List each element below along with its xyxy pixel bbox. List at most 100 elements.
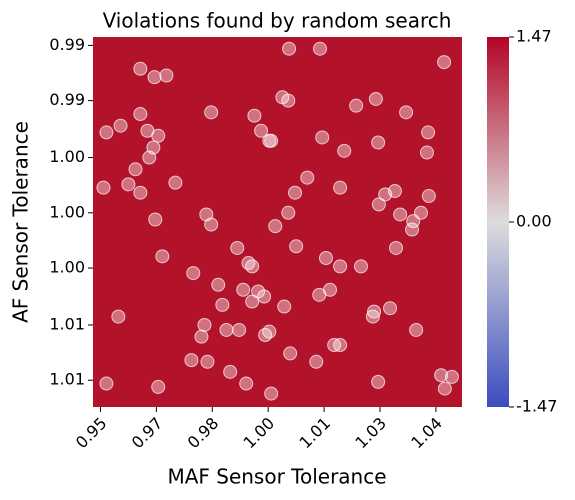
point — [230, 240, 245, 255]
point — [147, 70, 162, 85]
x-axis-label: MAF Sensor Tolerance — [167, 465, 386, 489]
point — [247, 108, 262, 123]
point — [333, 259, 348, 274]
y-tick-label: 1.01 — [49, 370, 85, 389]
point — [151, 379, 166, 394]
point — [232, 322, 247, 337]
colorbar-tick-label: 0.00 — [516, 212, 552, 231]
y-axis-label: AF Sensor Tolerance — [9, 121, 33, 323]
point — [414, 205, 428, 220]
point — [128, 162, 143, 177]
x-tick-label: 1.01 — [295, 414, 334, 453]
point — [421, 189, 436, 204]
point — [365, 309, 380, 324]
point — [168, 175, 183, 190]
point — [315, 130, 330, 145]
point — [151, 128, 166, 143]
point — [349, 98, 364, 113]
point — [200, 354, 215, 369]
point — [281, 93, 296, 108]
point — [300, 170, 315, 185]
point — [245, 294, 260, 309]
point — [318, 250, 333, 265]
point — [309, 354, 324, 369]
y-tick-label: 1.00 — [49, 258, 85, 277]
point — [289, 239, 304, 254]
colorbar-tick-label: 1.47 — [516, 27, 552, 46]
point — [333, 338, 348, 353]
point — [245, 259, 260, 274]
point — [99, 125, 114, 140]
point — [148, 212, 163, 227]
point — [282, 41, 297, 56]
point — [281, 205, 296, 220]
point — [236, 282, 251, 297]
colorbar-tick-label: -1.47 — [516, 397, 557, 416]
point — [133, 61, 148, 76]
point — [113, 118, 128, 133]
point — [133, 185, 148, 200]
point — [434, 368, 449, 383]
point — [96, 180, 111, 195]
point — [268, 219, 283, 234]
point — [184, 353, 199, 368]
x-tick-label: 0.95 — [72, 414, 111, 453]
point — [111, 309, 126, 324]
point — [254, 123, 269, 138]
point — [215, 297, 230, 312]
point — [258, 328, 273, 343]
point — [353, 259, 368, 274]
x-tick-label: 0.97 — [128, 414, 167, 453]
point — [239, 376, 254, 391]
colorbar — [487, 37, 509, 407]
point — [159, 68, 174, 83]
point — [437, 381, 452, 396]
point — [368, 91, 383, 106]
point — [333, 180, 348, 195]
y-tick-label: 0.99 — [49, 35, 85, 54]
point — [327, 338, 342, 353]
point — [223, 364, 238, 379]
point — [371, 197, 386, 212]
point — [393, 207, 408, 222]
x-tick-label: 1.00 — [240, 414, 279, 453]
point — [194, 329, 209, 344]
point — [283, 346, 298, 361]
point — [337, 143, 352, 158]
point — [383, 301, 398, 316]
point — [142, 150, 157, 165]
point — [444, 369, 459, 384]
point — [437, 55, 452, 70]
point — [288, 185, 303, 200]
point — [277, 299, 292, 314]
point — [399, 105, 414, 120]
y-tick-label: 1.00 — [49, 202, 85, 221]
y-tick-label: 0.99 — [49, 90, 85, 109]
point — [204, 217, 219, 232]
point — [264, 386, 279, 401]
x-tick-label: 0.98 — [184, 414, 223, 453]
point — [387, 184, 402, 199]
point — [367, 304, 382, 319]
point — [197, 317, 212, 332]
point — [211, 277, 226, 292]
point — [133, 107, 148, 122]
x-tick-label: 1.04 — [407, 414, 446, 453]
point — [121, 177, 136, 192]
heatmap — [93, 37, 462, 407]
x-tick-label: 1.03 — [351, 414, 390, 453]
point — [264, 133, 279, 148]
point — [312, 41, 327, 56]
y-tick-label: 1.01 — [49, 314, 85, 333]
point — [186, 266, 201, 281]
point — [389, 240, 404, 255]
point — [257, 289, 272, 304]
point — [371, 374, 386, 389]
point — [204, 105, 219, 120]
point — [421, 125, 436, 140]
y-tick-label: 1.00 — [49, 147, 85, 166]
chart-title: Violations found by random search — [103, 9, 452, 33]
point — [323, 282, 338, 297]
point — [371, 135, 386, 150]
